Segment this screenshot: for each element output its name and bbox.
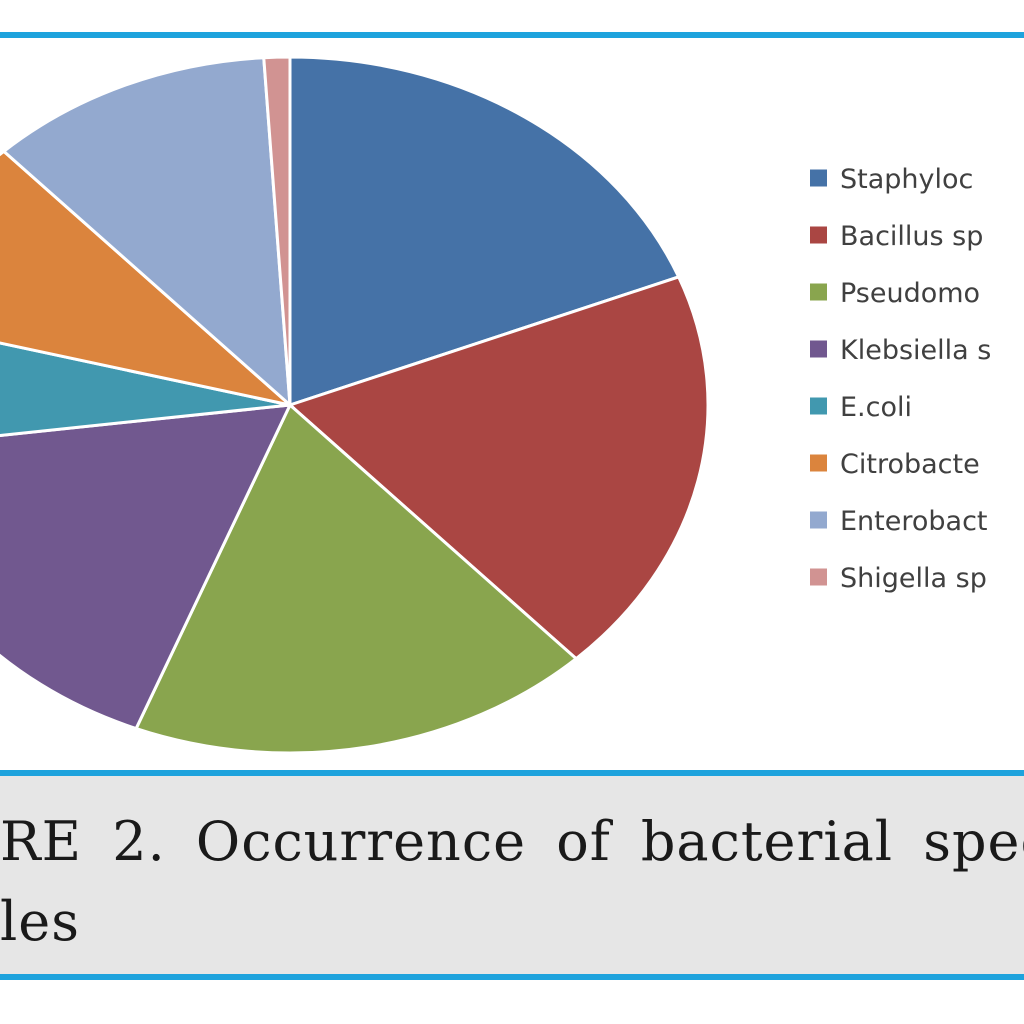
- legend-label-enterobact: Enterobact: [840, 506, 988, 537]
- pie-slice-staphyloc: [288, 55, 681, 408]
- legend-swatch-e-coli: [810, 397, 827, 415]
- pie-slice-e-coli: [0, 341, 291, 438]
- legend-label-klebsiella-s: Klebsiella s: [840, 335, 991, 366]
- legend-label-shigella-sp: Shigella sp: [840, 563, 987, 594]
- legend-swatch-shigella-sp: [810, 568, 827, 586]
- figure-caption-line-2: les: [0, 890, 80, 953]
- top-border-rule: [0, 32, 1024, 38]
- legend-label-staphyloc: Staphyloc: [840, 164, 973, 195]
- caption-box: [0, 776, 1024, 974]
- legend-swatch-pseudomo: [810, 283, 827, 301]
- bottom-margin: [0, 980, 1024, 1024]
- pie-slices: [0, 55, 710, 755]
- pie-chart: Staphyloc Bacillus sp Pseudomo Klebsiella s…: [0, 55, 991, 755]
- legend-swatch-bacillus-sp: [810, 226, 827, 244]
- legend-label-pseudomo: Pseudomo: [840, 278, 980, 309]
- legend-swatch-staphyloc: [810, 169, 827, 187]
- caption-top-rule: [0, 770, 1024, 776]
- legend-label-e-coli: E.coli: [840, 392, 912, 423]
- chart-legend: Staphyloc Bacillus sp Pseudomo Klebsiella s…: [810, 164, 991, 594]
- pie-slice-pseudomo: [134, 402, 579, 755]
- legend-swatch-enterobact: [810, 511, 827, 529]
- figure-caption-line-1: RE 2. Occurrence of bacterial species i: [0, 810, 1024, 873]
- legend-swatch-klebsiella-s: [810, 340, 827, 358]
- caption-bottom-rule: [0, 974, 1024, 980]
- pie-slice-bacillus-sp: [287, 275, 710, 661]
- pie-slice-shigella-sp: [262, 55, 292, 406]
- legend-label-bacillus-sp: Bacillus sp: [840, 221, 983, 252]
- pie-slice-enterobact: [1, 56, 292, 409]
- legend-swatch-citrobacte: [810, 454, 827, 472]
- legend-label-citrobacte: Citrobacte: [840, 449, 980, 480]
- pie-slice-klebsiella-s: [0, 403, 293, 731]
